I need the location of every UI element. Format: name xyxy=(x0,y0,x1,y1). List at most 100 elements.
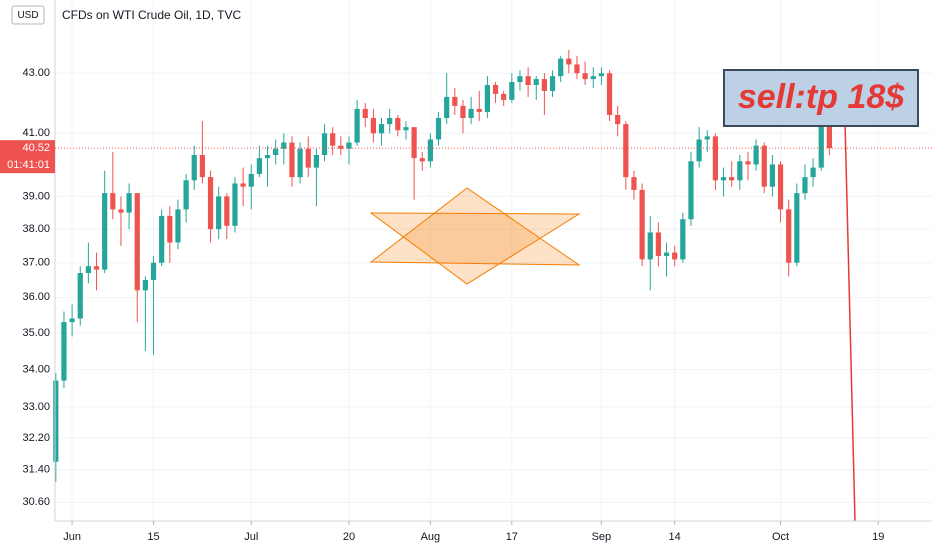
x-tick-label: Sep xyxy=(592,531,612,543)
y-tick-label: 35.00 xyxy=(22,327,50,339)
candle-body xyxy=(680,219,686,260)
y-tick-label: 39.00 xyxy=(22,190,50,202)
y-tick-label: 38.00 xyxy=(22,223,50,235)
grid xyxy=(55,0,932,521)
candle-body xyxy=(663,252,670,256)
x-tick-label: 20 xyxy=(343,531,355,543)
candle-body xyxy=(321,133,328,156)
candle-body xyxy=(826,121,833,149)
candle-body xyxy=(549,76,556,91)
candle-body xyxy=(606,73,613,115)
candle-body xyxy=(126,193,132,213)
candle-body xyxy=(354,108,360,143)
triangle-down xyxy=(369,212,581,285)
annotation-background xyxy=(723,69,919,127)
candle-body xyxy=(427,139,433,162)
candle-body xyxy=(289,142,295,178)
candle-body xyxy=(232,183,238,226)
x-tick-label: 15 xyxy=(147,531,159,543)
candle-body xyxy=(558,58,564,77)
triangle-up xyxy=(369,187,581,266)
y-tick-label: 36.00 xyxy=(22,291,50,303)
x-tick-label: 17 xyxy=(506,531,518,543)
y-tick-label: 31.40 xyxy=(22,464,50,476)
candle-body xyxy=(452,96,458,106)
currency-label: USD xyxy=(17,10,38,21)
candle-body xyxy=(248,173,254,187)
x-tick-label: 14 xyxy=(669,531,681,543)
candle-body xyxy=(566,58,572,65)
trend-line xyxy=(844,121,856,522)
candle-body xyxy=(305,148,311,168)
candle-body xyxy=(77,273,83,319)
candle-body xyxy=(712,136,719,181)
candle-body xyxy=(387,118,393,125)
x-tick-label: Oct xyxy=(772,531,789,543)
candle-body xyxy=(240,183,246,187)
candle-body xyxy=(264,155,271,159)
currency-box xyxy=(11,5,45,25)
candle-body xyxy=(378,124,385,134)
candle-body xyxy=(704,136,710,140)
candle-body xyxy=(419,158,425,162)
candle-body xyxy=(468,108,474,119)
candle-body xyxy=(281,142,287,149)
candle-body xyxy=(720,177,727,181)
candle-body xyxy=(509,82,515,100)
candle-body xyxy=(69,318,75,323)
candle-body xyxy=(647,232,653,260)
candle-body xyxy=(729,177,735,181)
candle-body xyxy=(142,279,148,291)
candle-body xyxy=(753,145,759,165)
candle-body xyxy=(61,322,67,381)
candle-body xyxy=(631,177,637,190)
candle-body xyxy=(492,85,499,94)
candle-body xyxy=(655,232,662,256)
candle-body xyxy=(256,158,262,174)
y-tick-label: 41.00 xyxy=(22,127,50,139)
y-tick-label: 32.20 xyxy=(22,432,50,444)
candle-body xyxy=(330,133,336,146)
candle-body xyxy=(525,76,531,86)
x-tick-label: Aug xyxy=(421,531,441,543)
candle-body xyxy=(93,266,100,270)
candles xyxy=(53,49,833,482)
candle-body xyxy=(623,124,629,178)
y-tick-label: 43.00 xyxy=(22,67,50,79)
axes: 43.00 41.00 39.00 38.00 37.00 36.00 35.00 34.00… xyxy=(0,67,932,543)
x-tick-label: 19 xyxy=(872,531,884,543)
candle-body xyxy=(574,64,580,74)
candle-body xyxy=(501,93,507,100)
candle-body xyxy=(541,79,547,91)
candle-body xyxy=(273,148,279,156)
candle-body xyxy=(199,155,205,178)
x-tick-label: Jun xyxy=(63,531,81,543)
y-tick-label: 34.00 xyxy=(22,363,50,375)
candle-body xyxy=(85,266,91,274)
candle-body xyxy=(134,193,140,291)
candle-body xyxy=(338,145,344,149)
candle-body xyxy=(761,145,767,187)
candle-body xyxy=(615,114,621,125)
y-tick-label: 37.00 xyxy=(22,257,50,269)
candle-body xyxy=(582,73,588,80)
y-tick-label: 30.60 xyxy=(22,496,50,508)
candle-body xyxy=(745,161,751,165)
last-price-box xyxy=(0,140,55,174)
drawings xyxy=(369,187,581,285)
candle-body xyxy=(118,209,124,213)
candle-body xyxy=(598,73,605,77)
candle-body xyxy=(362,108,368,119)
candle-body xyxy=(818,121,824,168)
candle-body xyxy=(297,148,303,178)
candle-body xyxy=(313,155,319,168)
candle-body xyxy=(794,193,800,263)
candle-body xyxy=(786,209,792,263)
candle-body xyxy=(224,196,230,226)
candle-body xyxy=(53,380,59,462)
candle-body xyxy=(476,108,482,112)
candle-body xyxy=(346,142,352,149)
candle-body xyxy=(737,161,743,181)
